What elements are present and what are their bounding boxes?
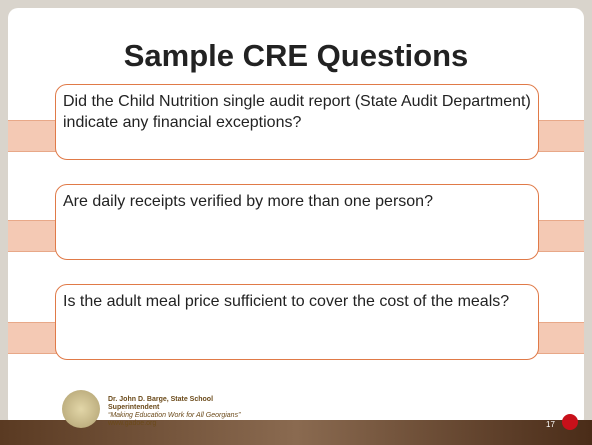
- page-number: 17: [546, 420, 555, 429]
- footer-url: www.gadoe.org: [108, 420, 157, 427]
- footer: Dr. John D. Barge, State School Superint…: [108, 396, 240, 428]
- question-box: Is the adult meal price sufficient to co…: [55, 284, 539, 360]
- apple-icon: [562, 414, 578, 430]
- footer-motto: “Making Education Work for All Georgians…: [108, 412, 241, 419]
- title: Sample CRE Questions: [123, 38, 469, 73]
- question-box: Did the Child Nutrition single audit rep…: [55, 84, 539, 160]
- logo: [62, 390, 100, 428]
- footer-name: Dr. John D. Barge, State School Superint…: [108, 396, 214, 411]
- question-box: Are daily receipts verified by more than…: [55, 184, 539, 260]
- bottom-bar: [0, 420, 592, 445]
